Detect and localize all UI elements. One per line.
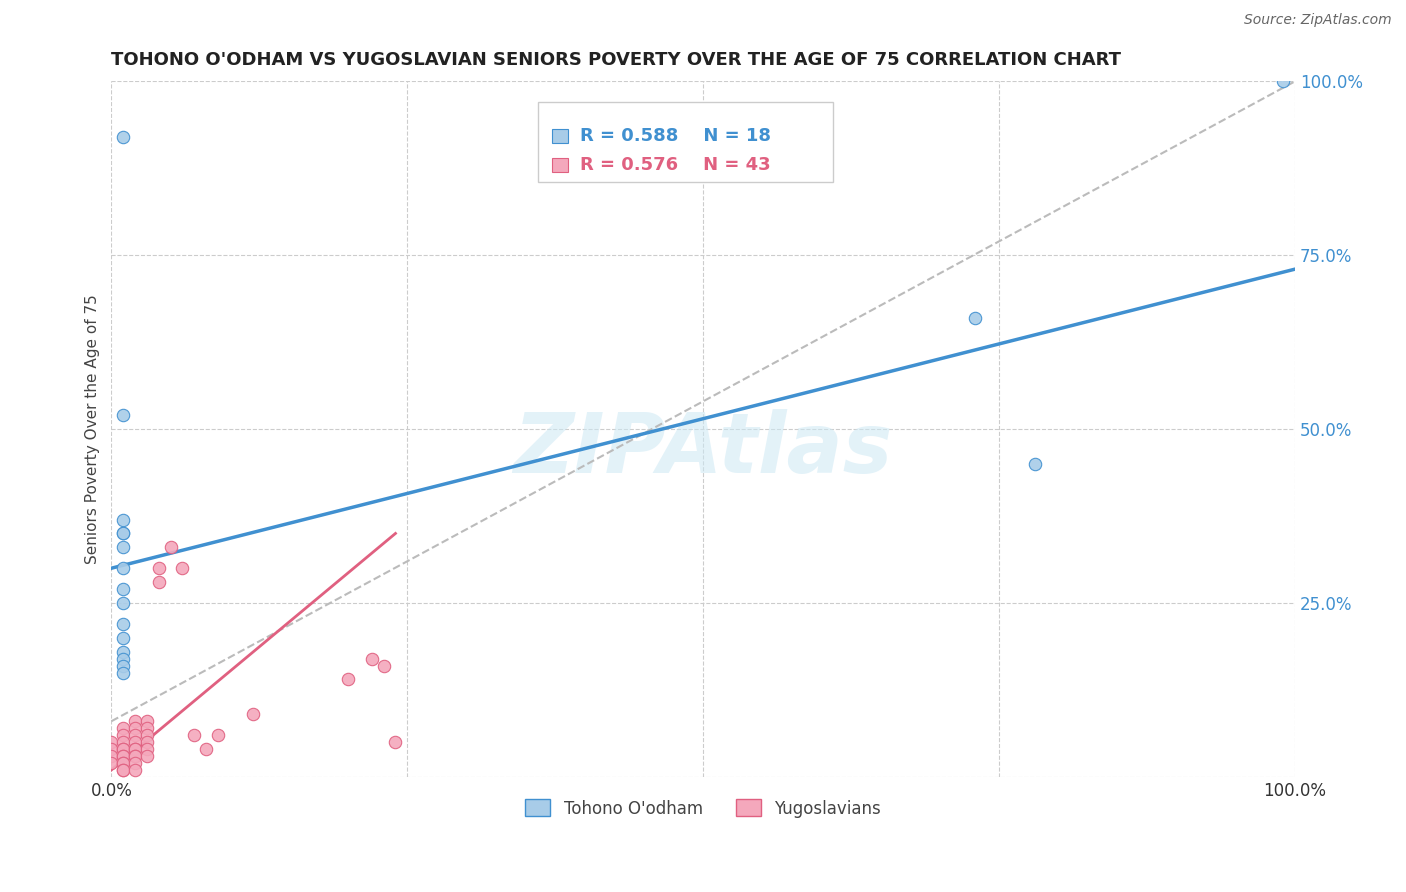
Point	[124, 728, 146, 742]
Point	[124, 763, 146, 777]
Point	[112, 763, 135, 777]
Point	[112, 763, 135, 777]
Point	[965, 310, 987, 325]
Bar	[551, 128, 568, 143]
Point	[112, 658, 135, 673]
Point	[112, 749, 135, 764]
Point	[100, 756, 122, 770]
Point	[112, 541, 135, 555]
Point	[159, 541, 181, 555]
Text: Source: ZipAtlas.com: Source: ZipAtlas.com	[1244, 13, 1392, 28]
Point	[242, 707, 264, 722]
Point	[124, 749, 146, 764]
Point	[124, 749, 146, 764]
Point	[112, 561, 135, 575]
Point	[112, 742, 135, 756]
Bar	[551, 158, 568, 171]
Text: R = 0.576    N = 43: R = 0.576 N = 43	[581, 155, 770, 174]
Point	[124, 735, 146, 749]
Point	[183, 728, 205, 742]
Point	[112, 728, 135, 742]
Point	[112, 735, 135, 749]
Point	[112, 408, 135, 422]
Point	[360, 651, 382, 665]
Point	[112, 130, 135, 145]
Point	[135, 714, 157, 729]
Point	[124, 721, 146, 735]
Text: TOHONO O'ODHAM VS YUGOSLAVIAN SENIORS POVERTY OVER THE AGE OF 75 CORRELATION CHA: TOHONO O'ODHAM VS YUGOSLAVIAN SENIORS PO…	[111, 51, 1122, 69]
Point	[112, 721, 135, 735]
Point	[135, 721, 157, 735]
Point	[135, 749, 157, 764]
Point	[1272, 74, 1295, 88]
Point	[112, 596, 135, 610]
Point	[207, 728, 229, 742]
Point	[112, 526, 135, 541]
Y-axis label: Seniors Poverty Over the Age of 75: Seniors Poverty Over the Age of 75	[86, 294, 100, 564]
Point	[112, 526, 135, 541]
Point	[112, 742, 135, 756]
FancyBboxPatch shape	[537, 103, 834, 182]
Point	[112, 756, 135, 770]
Point	[112, 645, 135, 659]
Point	[148, 575, 170, 590]
Point	[112, 665, 135, 680]
Point	[124, 742, 146, 756]
Point	[373, 658, 395, 673]
Point	[112, 651, 135, 665]
Point	[112, 582, 135, 596]
Point	[135, 728, 157, 742]
Point	[112, 756, 135, 770]
Point	[112, 631, 135, 645]
Legend: Tohono O'odham, Yugoslavians: Tohono O'odham, Yugoslavians	[519, 793, 887, 824]
Text: ZIPAtlas: ZIPAtlas	[513, 409, 893, 491]
Point	[1024, 457, 1046, 471]
Point	[100, 742, 122, 756]
Point	[124, 756, 146, 770]
Point	[172, 561, 194, 575]
Text: R = 0.588    N = 18: R = 0.588 N = 18	[581, 127, 770, 145]
Point	[195, 742, 218, 756]
Point	[124, 742, 146, 756]
Point	[148, 561, 170, 575]
Point	[135, 742, 157, 756]
Point	[337, 673, 360, 687]
Point	[135, 735, 157, 749]
Point	[384, 735, 406, 749]
Point	[100, 749, 122, 764]
Point	[112, 512, 135, 526]
Point	[124, 714, 146, 729]
Point	[112, 749, 135, 764]
Point	[112, 616, 135, 631]
Point	[100, 735, 122, 749]
